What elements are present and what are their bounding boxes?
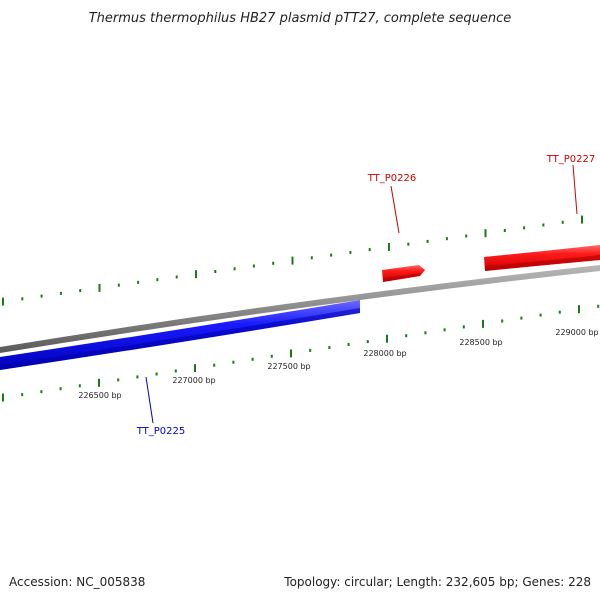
upper-ruler-minor-tick xyxy=(40,294,43,298)
lower-ruler-major-tick xyxy=(2,393,4,402)
lower-ruler-minor-tick xyxy=(405,334,408,338)
lower-ruler-minor-tick xyxy=(59,387,62,391)
upper-ruler-minor-tick xyxy=(137,280,140,284)
gene-label-tt-p0227[interactable]: TT_P0227 xyxy=(546,154,596,165)
scale-label-226500: 226500 bp xyxy=(78,391,121,400)
lower-ruler-major-tick xyxy=(482,319,484,328)
upper-ruler-minor-tick xyxy=(542,223,545,227)
lower-ruler-minor-tick xyxy=(443,328,446,332)
upper-ruler-minor-tick xyxy=(523,226,526,230)
upper-ruler-minor-tick xyxy=(310,256,313,260)
upper-ruler-major-tick xyxy=(388,242,390,251)
lower-ruler-minor-tick xyxy=(251,357,254,361)
gene-tt-p0227-shade xyxy=(485,255,600,271)
lower-ruler-minor-tick xyxy=(462,325,465,329)
lower-ruler-minor-tick xyxy=(213,363,216,367)
upper-ruler-minor-tick xyxy=(426,239,429,243)
upper-ruler-major-tick xyxy=(581,215,583,224)
gene-tt-p0225-shade xyxy=(0,308,360,370)
lower-ruler-minor-tick xyxy=(558,310,561,314)
scale-label-228000: 228000 bp xyxy=(363,349,406,358)
upper-ruler-minor-tick xyxy=(21,297,24,301)
lower-ruler-minor-tick xyxy=(232,360,235,364)
scale-label-227000: 227000 bp xyxy=(172,376,215,385)
upper-ruler-minor-tick xyxy=(156,278,159,282)
upper-ruler-minor-tick xyxy=(503,229,506,232)
tick-marks xyxy=(2,215,600,402)
scale-label-227500: 227500 bp xyxy=(267,362,310,371)
lower-ruler-major-tick xyxy=(194,364,196,373)
upper-ruler-minor-tick xyxy=(368,248,371,252)
lower-ruler-minor-tick xyxy=(520,316,523,320)
upper-ruler-minor-tick xyxy=(117,283,120,287)
gene-tt-p0226-callout xyxy=(390,185,400,234)
gene-tt-p0225-callout xyxy=(145,376,154,424)
upper-ruler-minor-tick xyxy=(407,242,410,246)
upper-ruler-minor-tick xyxy=(330,253,333,257)
upper-ruler-minor-tick xyxy=(175,275,178,279)
lower-ruler-minor-tick xyxy=(136,375,139,379)
upper-ruler-major-tick xyxy=(98,283,101,292)
upper-ruler-minor-tick xyxy=(445,237,448,241)
upper-ruler-minor-tick xyxy=(349,250,352,254)
lower-ruler-minor-tick xyxy=(309,348,312,352)
lower-ruler-minor-tick xyxy=(501,319,504,323)
upper-ruler-major-tick xyxy=(195,270,197,279)
gene-label-tt-p0225[interactable]: TT_P0225 xyxy=(136,426,186,437)
upper-ruler-minor-tick xyxy=(233,267,236,271)
gene-tt-p0227-callout xyxy=(572,164,578,215)
lower-ruler-minor-tick xyxy=(40,390,43,394)
lower-ruler-minor-tick xyxy=(270,354,273,358)
upper-ruler-minor-tick xyxy=(272,261,275,265)
upper-ruler-major-tick xyxy=(291,256,294,265)
lower-ruler-minor-tick xyxy=(21,393,24,397)
lower-ruler-minor-tick xyxy=(328,346,331,349)
map-title: Thermus thermophilus HB27 plasmid pTT27,… xyxy=(89,11,512,26)
lower-ruler-minor-tick xyxy=(155,372,158,376)
upper-ruler-major-tick xyxy=(484,229,487,238)
upper-ruler-minor-tick xyxy=(252,264,255,268)
lower-ruler-major-tick xyxy=(290,349,292,358)
upper-ruler-minor-tick xyxy=(465,234,468,238)
lower-ruler-minor-tick xyxy=(366,340,369,344)
accession-text: Accession: NC_005838 xyxy=(9,575,145,589)
lower-ruler-minor-tick xyxy=(424,331,427,335)
lower-ruler-major-tick xyxy=(386,334,388,343)
upper-ruler-major-tick xyxy=(2,297,4,306)
upper-ruler-minor-tick xyxy=(214,270,217,273)
scale-label-229000: 229000 bp xyxy=(555,328,598,337)
gene-label-tt-p0226[interactable]: TT_P0226 xyxy=(367,173,417,184)
lower-ruler-minor-tick xyxy=(539,313,542,317)
lower-ruler-minor-tick xyxy=(597,304,600,308)
lower-ruler-minor-tick xyxy=(117,378,120,382)
upper-ruler-minor-tick xyxy=(79,289,82,293)
scale-label-228500: 228500 bp xyxy=(459,338,502,347)
lower-ruler-major-tick xyxy=(578,305,580,314)
upper-ruler-minor-tick xyxy=(59,291,62,295)
topology-summary: Topology: circular; Length: 232,605 bp; … xyxy=(283,575,591,589)
lower-ruler-minor-tick xyxy=(78,384,81,388)
genome-backbone xyxy=(0,265,600,353)
lower-ruler-minor-tick xyxy=(174,369,177,373)
upper-ruler-minor-tick xyxy=(561,220,564,224)
lower-ruler-minor-tick xyxy=(347,343,350,346)
gene-tt-p0226-shade xyxy=(383,273,421,282)
lower-ruler-major-tick xyxy=(98,378,100,387)
